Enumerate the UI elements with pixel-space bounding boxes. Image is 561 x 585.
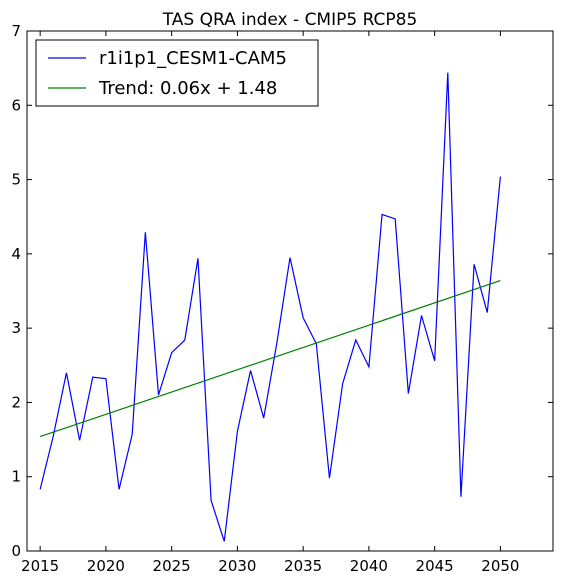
y-tick-label: 1 [11,468,21,486]
series-layer [40,73,500,542]
legend-label-0: r1i1p1_CESM1-CAM5 [99,48,287,69]
x-tick-label: 2020 [87,557,125,575]
x-tick-label: 2050 [481,557,519,575]
x-tick-label: 2045 [416,557,454,575]
legend-label-1: Trend: 0.06x + 1.48 [98,78,277,99]
legend: r1i1p1_CESM1-CAM5 Trend: 0.06x + 1.48 [36,40,318,106]
y-tick-label: 0 [11,542,21,560]
x-tick-label: 2035 [284,557,322,575]
x-tick-label: 2015 [21,557,59,575]
y-tick-label: 5 [11,171,21,189]
series-line-1 [40,281,500,437]
y-tick-label: 6 [11,96,21,114]
x-tick-label: 2030 [218,557,256,575]
y-tick-label: 2 [11,393,21,411]
series-line-0 [40,73,500,542]
plot-frame [27,31,553,551]
y-tick-label: 4 [11,245,21,263]
x-tick-label: 2025 [153,557,191,575]
x-tick-label: 2040 [350,557,388,575]
chart-title: TAS QRA index - CMIP5 RCP85 [162,10,418,30]
y-tick-label: 7 [11,22,21,40]
y-tick-label: 3 [11,319,21,337]
